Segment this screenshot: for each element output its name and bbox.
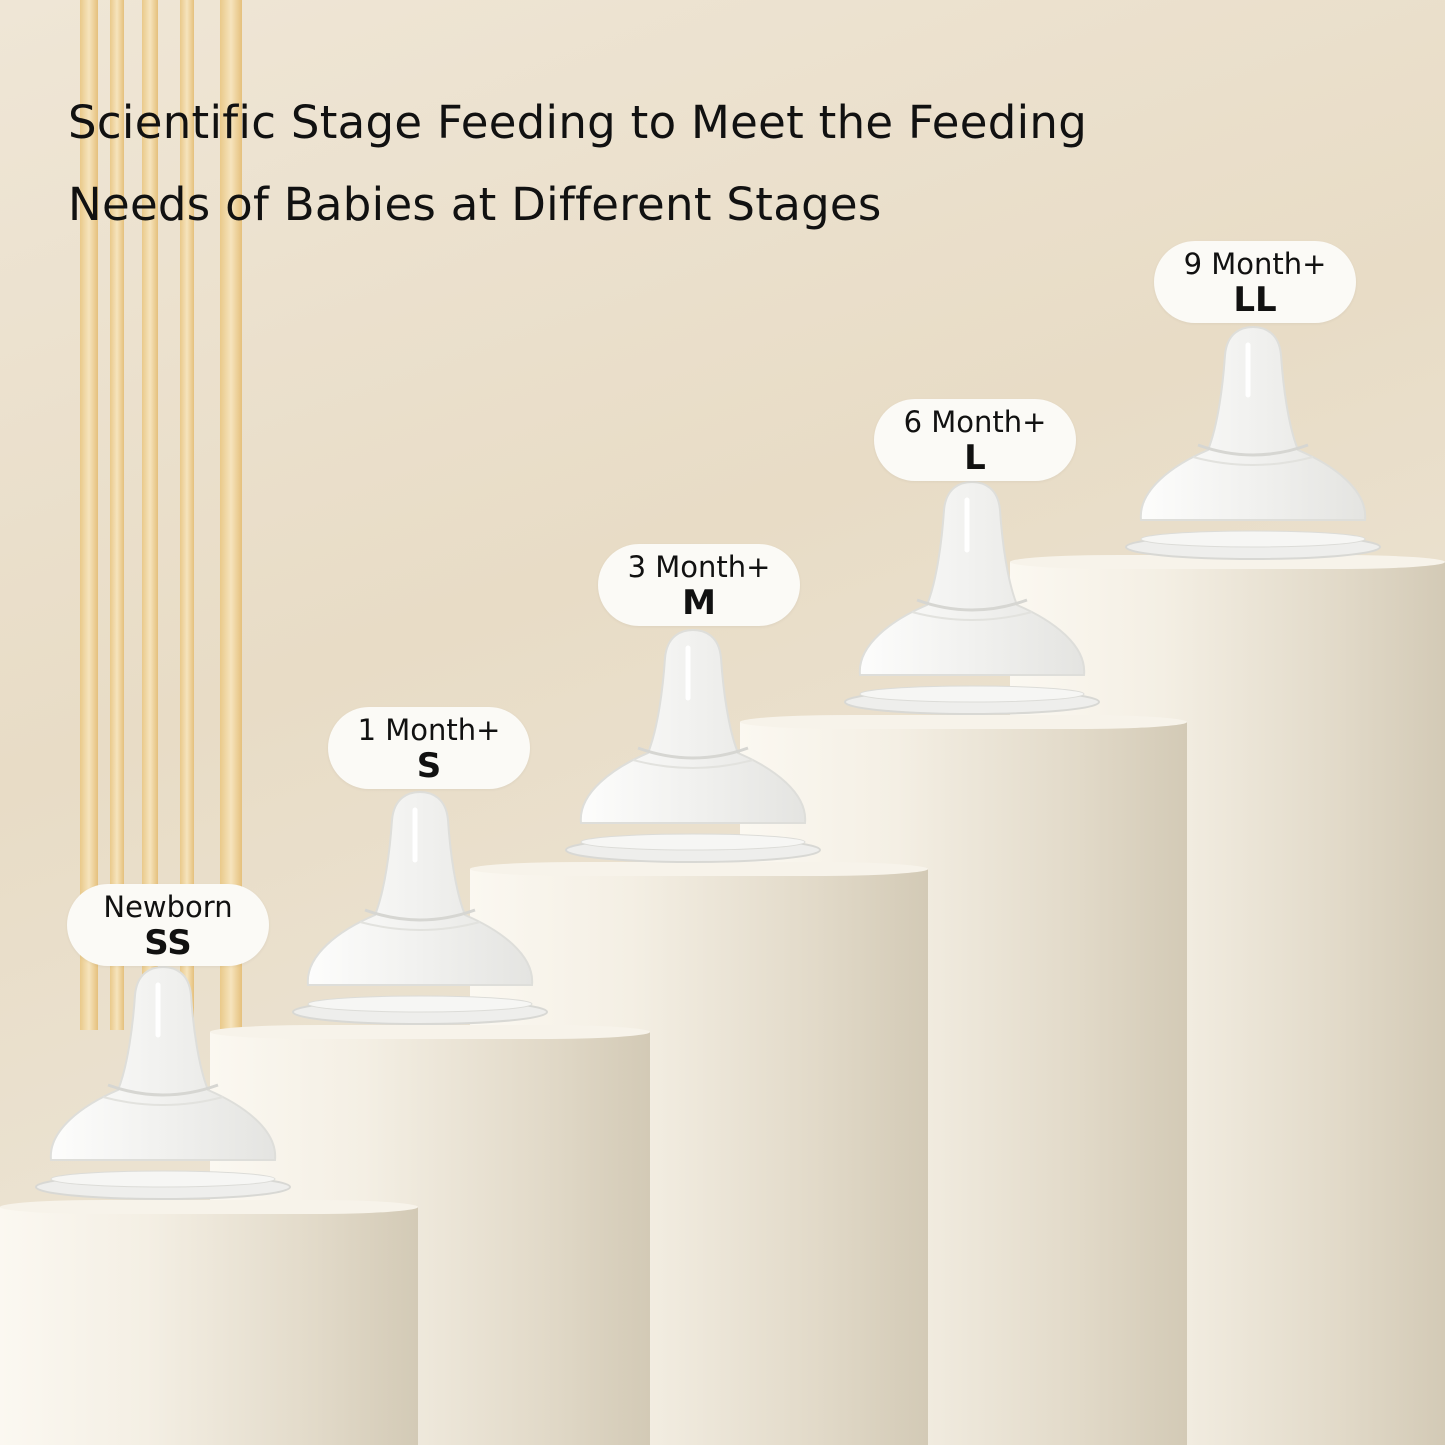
stage-age: 9 Month+ (1183, 247, 1327, 281)
nipple-image (563, 628, 823, 868)
stage-label: 6 Month+ L (874, 399, 1076, 481)
headline-line-1: Scientific Stage Feeding to Meet the Fee… (68, 96, 1088, 149)
stage-label: 9 Month+ LL (1154, 241, 1356, 323)
nipple-image (33, 965, 293, 1205)
stage-size: SS (144, 923, 192, 963)
stage-size: S (416, 746, 442, 786)
stage-label: 1 Month+ S (328, 707, 530, 789)
nipple-image (842, 480, 1102, 720)
nipple-image (290, 790, 550, 1030)
stage-age: 6 Month+ (903, 405, 1047, 439)
stage-age: 1 Month+ (357, 713, 501, 747)
stage-size: M (682, 583, 716, 623)
headline: Scientific Stage Feeding to Meet the Fee… (68, 82, 1087, 246)
stage-label: 3 Month+ M (598, 544, 800, 626)
headline-line-2: Needs of Babies at Different Stages (68, 178, 882, 231)
stage-size: LL (1233, 280, 1277, 320)
pillar-step-1 (0, 1200, 418, 1445)
stage-age: Newborn (103, 890, 233, 924)
stage-age: 3 Month+ (627, 550, 771, 584)
gold-stripes (80, 0, 245, 1030)
stage-size: L (964, 438, 986, 478)
stage-label: Newborn SS (67, 884, 269, 966)
nipple-image (1123, 325, 1383, 565)
